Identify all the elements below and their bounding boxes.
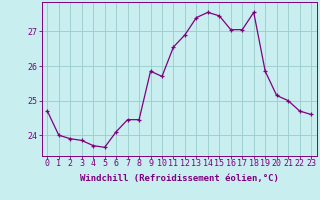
X-axis label: Windchill (Refroidissement éolien,°C): Windchill (Refroidissement éolien,°C)	[80, 174, 279, 183]
